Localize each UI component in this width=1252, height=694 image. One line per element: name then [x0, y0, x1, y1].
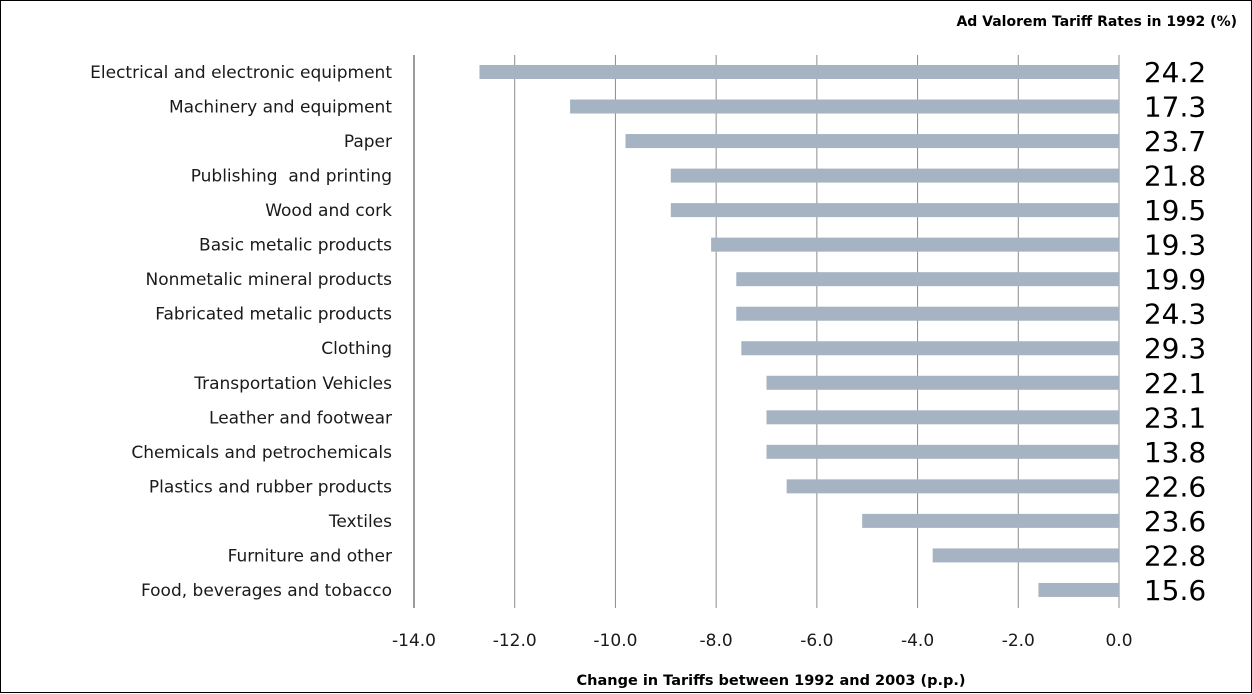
x-tick-label: -14.0	[392, 631, 436, 651]
rate-value-label: 23.1	[1144, 401, 1206, 434]
rate-value-label: 17.3	[1144, 91, 1206, 124]
x-tick-label: -8.0	[700, 631, 733, 651]
x-tick-label: -12.0	[493, 631, 537, 651]
bar	[736, 306, 1119, 321]
bar	[932, 548, 1119, 563]
rate-value-label: 13.8	[1144, 436, 1206, 469]
bar	[736, 272, 1119, 287]
category-label: Furniture and other	[228, 546, 392, 566]
rate-value-label: 23.7	[1144, 125, 1206, 158]
bar	[786, 479, 1119, 494]
x-tick-label: 0.0	[1105, 631, 1132, 651]
rate-value-label: 24.2	[1144, 56, 1206, 89]
bar	[711, 237, 1119, 252]
category-label: Transportation Vehicles	[193, 374, 392, 394]
x-axis-ticks: -14.0 -12.0 -10.0 -8.0 -6.0 -4.0 -2.0 0.0	[392, 631, 1133, 651]
rate-value-label: 22.6	[1144, 470, 1206, 503]
bars	[479, 65, 1119, 597]
category-label: Leather and footwear	[209, 408, 392, 428]
x-tick-label: -2.0	[1002, 631, 1035, 651]
bar	[766, 410, 1119, 425]
x-axis-title: Change in Tariffs between 1992 and 2003 …	[577, 673, 966, 689]
rate-value-label: 19.9	[1144, 263, 1206, 296]
rate-value-label: 22.8	[1144, 539, 1206, 572]
category-label: Machinery and equipment	[169, 98, 392, 118]
category-label: Food, beverages and tobacco	[141, 581, 392, 601]
category-label: Publishing and printing	[191, 167, 392, 187]
bar	[625, 134, 1119, 149]
category-label: Basic metalic products	[199, 236, 392, 256]
rates-title: Ad Valorem Tariff Rates in 1992 (%)	[956, 14, 1237, 30]
category-label: Plastics and rubber products	[149, 477, 392, 497]
category-label: Fabricated metalic products	[155, 305, 392, 325]
bar	[862, 513, 1119, 528]
category-label: Nonmetalic mineral products	[146, 270, 393, 290]
bar	[570, 99, 1119, 114]
rate-value-label: 15.6	[1144, 574, 1206, 607]
rate-value-label: 29.3	[1144, 332, 1206, 365]
bar	[479, 65, 1119, 79]
category-label: Textiles	[328, 512, 392, 532]
rate-value-label: 19.5	[1144, 194, 1206, 227]
rate-value-label: 23.6	[1144, 505, 1206, 538]
x-tick-label: -10.0	[593, 631, 637, 651]
bar	[670, 168, 1119, 183]
category-labels: Electrical and electronic equipment Machi…	[90, 63, 392, 601]
category-label: Electrical and electronic equipment	[90, 63, 392, 83]
rate-value-label: 21.8	[1144, 160, 1206, 193]
category-label: Clothing	[321, 339, 392, 359]
category-label: Wood and cork	[265, 201, 392, 221]
bar	[670, 203, 1119, 218]
bar	[766, 375, 1119, 390]
category-label: Chemicals and petrochemicals	[131, 443, 392, 463]
x-tick-label: -6.0	[800, 631, 833, 651]
rate-value-label: 24.3	[1144, 298, 1206, 331]
bar	[1038, 582, 1119, 597]
rate-value-label: 19.3	[1144, 229, 1206, 262]
rate-labels: 24.217.323.721.819.519.319.924.329.322.1…	[1144, 56, 1206, 607]
category-label: Paper	[344, 132, 392, 152]
x-tick-label: -4.0	[901, 631, 934, 651]
bar	[741, 341, 1119, 356]
bar	[766, 444, 1119, 459]
rate-value-label: 22.1	[1144, 367, 1206, 400]
